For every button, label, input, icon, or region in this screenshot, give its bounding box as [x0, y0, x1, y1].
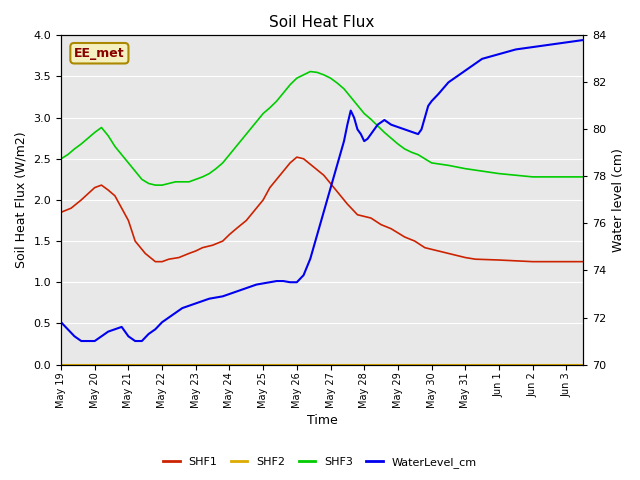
SHF2: [259, 361, 267, 367]
SHF3: [579, 174, 587, 180]
WaterLevel_cm: [461, 68, 469, 73]
SHF2: [293, 361, 301, 367]
SHF2: [461, 361, 469, 367]
Legend: SHF1, SHF2, SHF3, WaterLevel_cm: SHF1, SHF2, SHF3, WaterLevel_cm: [159, 452, 481, 472]
SHF1: [152, 259, 159, 264]
SHF2: [563, 361, 570, 367]
SHF2: [428, 361, 435, 367]
WaterLevel_cm: [77, 338, 85, 344]
SHF3: [57, 156, 65, 162]
SHF1: [232, 226, 240, 232]
WaterLevel_cm: [104, 329, 112, 335]
SHF2: [495, 361, 503, 367]
Title: Soil Heat Flux: Soil Heat Flux: [269, 15, 375, 30]
SHF2: [529, 361, 536, 367]
SHF3: [246, 127, 253, 133]
WaterLevel_cm: [579, 37, 587, 43]
WaterLevel_cm: [414, 131, 422, 137]
SHF1: [377, 222, 385, 228]
SHF1: [57, 209, 65, 215]
Line: SHF3: SHF3: [61, 72, 583, 185]
SHF3: [286, 82, 294, 87]
SHF3: [546, 174, 554, 180]
SHF2: [326, 361, 334, 367]
SHF1: [293, 154, 301, 160]
SHF3: [165, 180, 173, 186]
SHF3: [307, 69, 314, 74]
SHF2: [158, 361, 166, 367]
SHF1: [67, 205, 75, 211]
X-axis label: Time: Time: [307, 414, 337, 427]
Y-axis label: Water level (cm): Water level (cm): [612, 148, 625, 252]
SHF2: [579, 361, 587, 367]
Text: EE_met: EE_met: [74, 47, 125, 60]
WaterLevel_cm: [421, 115, 429, 120]
SHF3: [152, 182, 159, 188]
SHF1: [360, 214, 368, 219]
SHF3: [461, 166, 469, 171]
Line: WaterLevel_cm: WaterLevel_cm: [61, 40, 583, 341]
Y-axis label: Soil Heat Flux (W/m2): Soil Heat Flux (W/m2): [15, 132, 28, 268]
SHF1: [333, 189, 341, 194]
SHF2: [91, 361, 99, 367]
WaterLevel_cm: [394, 124, 402, 130]
SHF2: [192, 361, 200, 367]
WaterLevel_cm: [408, 129, 415, 134]
Line: SHF1: SHF1: [61, 157, 583, 262]
SHF2: [394, 361, 402, 367]
WaterLevel_cm: [57, 319, 65, 325]
SHF2: [226, 361, 234, 367]
SHF1: [428, 246, 435, 252]
SHF3: [192, 177, 200, 182]
SHF1: [579, 259, 587, 264]
SHF2: [360, 361, 368, 367]
SHF2: [125, 361, 132, 367]
SHF2: [57, 361, 65, 367]
